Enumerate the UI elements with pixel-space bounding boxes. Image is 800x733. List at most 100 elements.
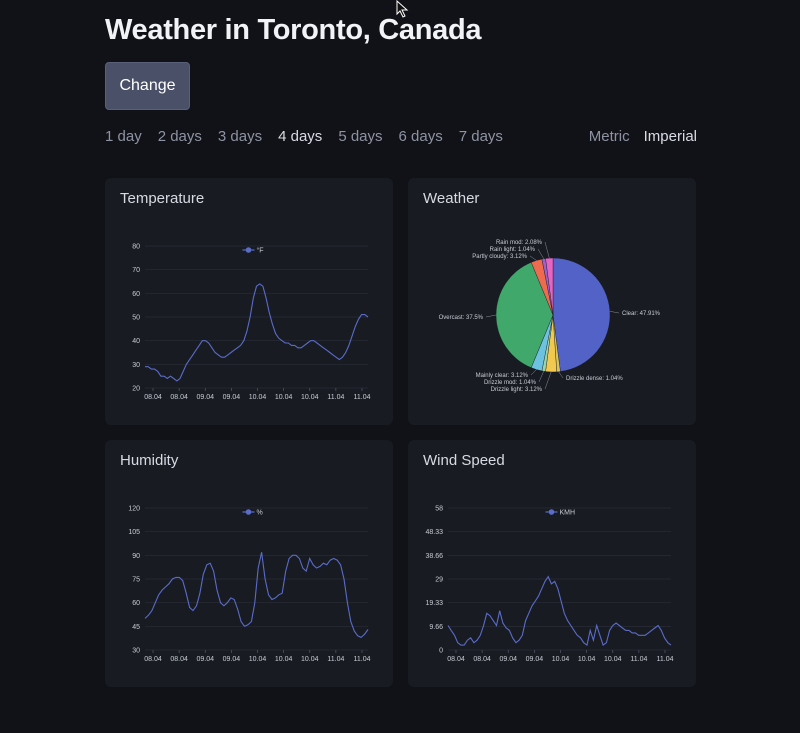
series-line — [447, 575, 672, 647]
unit-metric[interactable]: Metric — [588, 128, 630, 145]
day-option-5[interactable]: 5 days — [338, 128, 383, 145]
y-tick-label: 60 — [132, 291, 140, 298]
card-title: Temperature — [120, 190, 205, 207]
x-tick-label: 11.04 — [354, 394, 371, 401]
pie-label-line — [544, 371, 552, 390]
pie-label-line — [537, 248, 544, 259]
weather-card: Weather Clear: 47.91% Drizzle dense: 1.04… — [408, 178, 696, 425]
series-line — [145, 283, 369, 382]
x-tick-label: 08.04 — [170, 394, 188, 401]
day-option-4[interactable]: 4 days — [278, 128, 323, 145]
x-tick-label: 08.04 — [170, 656, 188, 663]
unit-imperial[interactable]: Imperial — [643, 128, 697, 145]
wind-speed-chart: 0 9.66 19.33 29 38.66 48.33 58 08.04 08.04 09.04 0… — [425, 506, 674, 664]
pie-label-line — [538, 371, 544, 383]
y-tick-label: 75 — [132, 577, 140, 584]
x-tick-label: 10.04 — [578, 656, 596, 663]
temperature-chart: 20 30 40 50 60 70 80 08.04 08.04 09.04 09.04 10.04 1… — [132, 244, 371, 402]
y-tick-label: 19.33 — [425, 600, 443, 607]
x-tick-label: 11.04 — [327, 656, 344, 663]
y-tick-label: 0 — [439, 648, 443, 655]
y-tick-label: 30 — [132, 362, 140, 369]
legend-label: % — [257, 510, 263, 517]
weather-pie-chart: Clear: 47.91% Drizzle dense: 1.04% Drizzle… — [439, 240, 661, 393]
x-tick-label: 11.04 — [630, 656, 647, 663]
x-tick-label: 10.04 — [552, 656, 570, 663]
y-tick-label: 29 — [435, 577, 443, 584]
day-option-2[interactable]: 2 days — [157, 128, 202, 145]
x-tick-label: 09.04 — [196, 656, 214, 663]
x-tick-label: 09.04 — [526, 656, 544, 663]
legend-label: °F — [257, 247, 264, 255]
x-tick-label: 08.04 — [144, 656, 162, 663]
x-tick-label: 10.04 — [301, 656, 319, 663]
pie-slice-label: Partly cloudy: 3.12% — [472, 254, 527, 260]
pie-slice-label: Drizzle mod: 1.04% — [484, 380, 537, 386]
x-tick-label: 10.04 — [275, 394, 293, 401]
series-line — [144, 552, 369, 639]
x-tick-label: 10.04 — [604, 656, 622, 663]
legend-marker — [245, 247, 252, 253]
x-tick-label: 09.04 — [499, 656, 517, 663]
pie-label-line — [485, 314, 497, 318]
x-tick-label: 10.04 — [249, 394, 267, 401]
x-tick-label: 09.04 — [223, 394, 241, 401]
y-tick-label: 9.66 — [429, 624, 443, 631]
page-title: Weather in Toronto, Canada — [105, 14, 482, 46]
x-tick-label: 10.04 — [249, 656, 267, 663]
y-tick-label: 38.66 — [425, 553, 443, 560]
card-title: Wind Speed — [423, 452, 505, 469]
pie-slice-label: Rain light: 1.04% — [490, 247, 536, 253]
card-title: Humidity — [120, 452, 179, 469]
y-tick-label: 20 — [132, 386, 140, 393]
y-tick-label: 45 — [132, 624, 140, 631]
x-tick-label: 11.04 — [327, 394, 344, 401]
wind-speed-card: Wind Speed 0 9.66 19.33 29 38.66 48.33 58 08.04… — [408, 440, 696, 687]
x-tick-label: 11.04 — [657, 656, 674, 663]
mouse-cursor-icon — [396, 0, 409, 18]
y-tick-label: 60 — [132, 600, 140, 607]
x-tick-label: 11.04 — [354, 656, 371, 663]
pie-slice — [545, 257, 554, 316]
y-tick-label: 58 — [435, 506, 443, 513]
pie-slice-label: Mainly clear: 3.12% — [476, 373, 529, 379]
y-tick-label: 30 — [132, 648, 140, 655]
y-tick-label: 70 — [132, 267, 140, 274]
y-tick-label: 40 — [132, 338, 140, 345]
y-tick-label: 90 — [132, 553, 140, 560]
humidity-chart: 30 45 60 75 90 105 120 08.04 08.04 09.04 09.04 10.0… — [128, 506, 371, 664]
x-tick-label: 09.04 — [196, 394, 214, 401]
pie-slice-label: Drizzle light: 3.12% — [491, 387, 543, 393]
humidity-card: Humidity 30 45 60 75 90 105 120 08.04 08.04 09.04… — [105, 440, 393, 687]
y-tick-label: 50 — [132, 315, 140, 322]
x-tick-label: 08.04 — [473, 656, 491, 663]
pie-slice-label: Rain mod: 2.08% — [496, 240, 543, 246]
card-title: Weather — [423, 190, 480, 207]
y-tick-label: 105 — [128, 529, 140, 536]
legend-label: KMH — [560, 510, 576, 517]
day-range-selector: 1 day 2 days 3 days 4 days 5 days 6 days… — [105, 128, 503, 145]
temperature-card: Temperature 20 30 40 50 60 70 80 08.04 08.04 09.0… — [105, 178, 393, 425]
legend-marker — [245, 509, 252, 515]
pie-label-line — [529, 255, 537, 261]
day-option-3[interactable]: 3 days — [217, 128, 263, 145]
x-tick-label: 08.04 — [144, 394, 162, 401]
day-option-1[interactable]: 1 day — [105, 128, 142, 145]
day-option-7[interactable]: 7 days — [458, 128, 503, 145]
x-tick-label: 09.04 — [223, 656, 241, 663]
pie-label-line — [544, 241, 550, 259]
change-button[interactable]: Change — [105, 62, 190, 110]
x-tick-label: 08.04 — [447, 656, 465, 663]
pie-slice — [552, 257, 611, 372]
y-tick-label: 48.33 — [425, 529, 443, 536]
day-option-6[interactable]: 6 days — [398, 128, 443, 145]
legend-marker — [548, 509, 555, 515]
pie-label-line — [530, 369, 537, 376]
pie-slice-label: Clear: 47.91% — [622, 311, 661, 317]
y-tick-label: 80 — [132, 244, 140, 251]
x-tick-label: 10.04 — [275, 656, 293, 663]
pie-slice-label: Drizzle dense: 1.04% — [566, 376, 623, 382]
pie-label-line — [558, 371, 564, 379]
x-tick-label: 10.04 — [301, 394, 319, 401]
pie-label-line — [609, 311, 620, 314]
